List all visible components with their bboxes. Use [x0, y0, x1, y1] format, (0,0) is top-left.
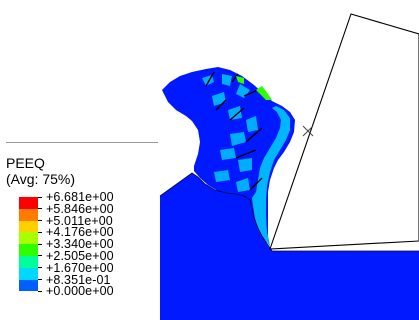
legend-value: +3.340e+00: [46, 237, 114, 252]
workpiece-outline: [159, 172, 419, 252]
legend-swatch: [19, 267, 38, 280]
contour-band-cyan-inner: [252, 106, 290, 246]
legend-value: +2.505e+00: [46, 248, 114, 263]
legend-swatch: [19, 208, 38, 221]
contour-band-green: [236, 76, 272, 100]
legend-tick: [38, 231, 42, 233]
contour-legend: PEEQ (Avg: 75%) +6.681e+00 +5.846e+00 +5.0…: [6, 155, 156, 299]
legend-swatch: [19, 279, 38, 292]
legend-row: +5.011e+00: [6, 213, 156, 233]
legend-swatch: [19, 220, 38, 233]
legend-value: +1.670e+00: [46, 260, 114, 275]
legend-subtitle: (Avg: 75%): [6, 171, 75, 187]
legend-value: +4.176e+00: [46, 225, 114, 240]
legend-tick: [38, 196, 42, 198]
legend-row: +1.670e+00: [6, 260, 156, 280]
legend-tick: [38, 267, 42, 269]
legend-tick: [38, 220, 42, 222]
legend-title: PEEQ: [6, 155, 45, 171]
legend-row: +2.505e+00: [6, 248, 156, 268]
legend-row: +5.846e+00: [6, 201, 156, 221]
legend-value: +5.846e+00: [46, 201, 114, 216]
x-mark-icon: [302, 125, 314, 137]
legend-value: +5.011e+00: [46, 213, 113, 228]
legend-row: +8.351e-01: [6, 272, 156, 292]
legend-tick: [38, 243, 42, 245]
legend-row: +3.340e+00: [6, 237, 156, 256]
legend-value: +6.681e+00: [46, 190, 114, 204]
legend-divider: [6, 142, 158, 143]
legend-tick: [38, 255, 42, 257]
legend-value: +8.351e-01: [46, 272, 111, 287]
legend-row: +4.176e+00: [6, 225, 156, 245]
legend-value: +0.000e+00: [46, 284, 114, 299]
legend-swatch: [19, 197, 38, 209]
legend-row: +6.681e+00: [6, 190, 156, 209]
contour-band-cyan-segments: [202, 74, 258, 192]
workpiece-body: [160, 173, 419, 320]
legend-tick: [38, 290, 42, 292]
legend-swatch: [19, 244, 38, 256]
legend-scale: +6.681e+00 +5.846e+00 +5.011e+00 +4.176e+00…: [6, 190, 156, 299]
cutting-tool: [269, 13, 419, 250]
legend-swatch: [19, 255, 38, 268]
legend-tick: [38, 208, 42, 210]
legend-swatch: [19, 232, 38, 245]
legend-row: +0.000e+00: [6, 284, 156, 299]
legend-tick: [38, 279, 42, 281]
